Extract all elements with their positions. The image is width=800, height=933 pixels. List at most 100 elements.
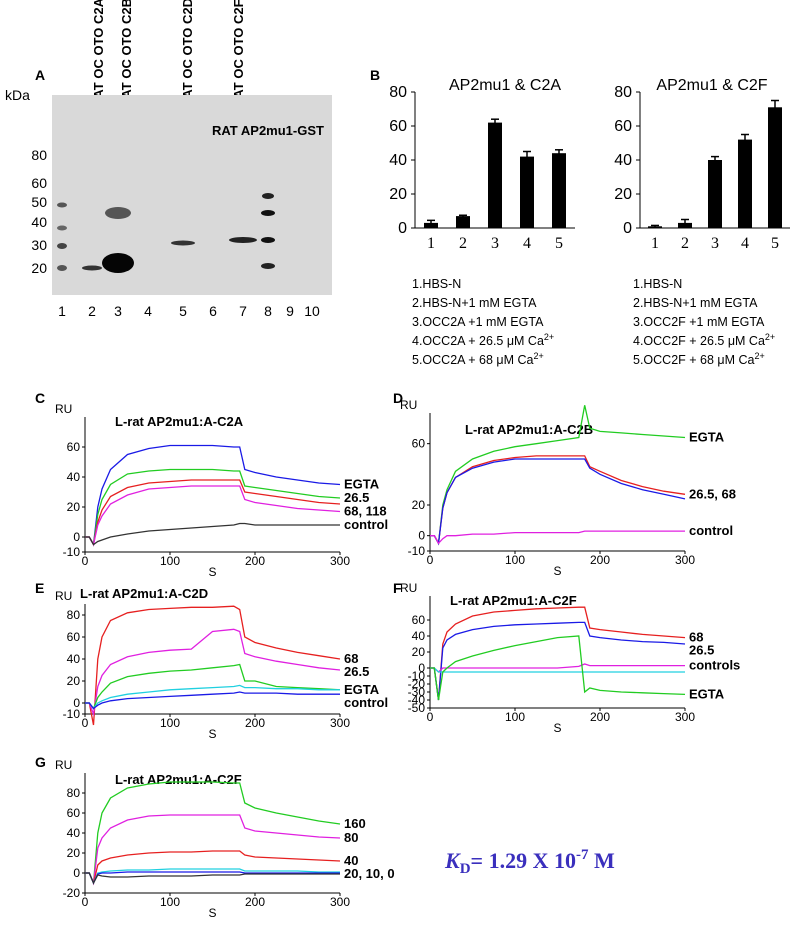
x-tick-label: 5 — [771, 235, 779, 252]
x-tick-label: 200 — [590, 710, 610, 724]
series-label: EGTA — [689, 686, 725, 701]
series-label: EGTA — [344, 682, 380, 697]
y-tick-label: 80 — [67, 608, 81, 622]
y-tick-label: 0 — [73, 866, 80, 880]
legend-item: 3.OCC2F +1 mM EGTA — [633, 315, 765, 329]
blot-membrane — [52, 95, 332, 295]
series-label: 26.5 — [344, 664, 369, 679]
unit-label: kDa — [5, 87, 30, 103]
x-tick-label: 0 — [427, 710, 434, 724]
x-tick-label: 300 — [330, 716, 350, 730]
y-tick-label: 40 — [412, 629, 426, 643]
y-tick-label: 60 — [67, 630, 81, 644]
y-tick-label: -30 — [408, 685, 426, 699]
series-label: 26.5, 68 — [689, 486, 736, 501]
chart-title: AP2mu1 & C2A — [449, 77, 561, 94]
y-tick-label: 20 — [67, 500, 81, 514]
lane-label: RAT OC OTO C2F — [231, 0, 246, 108]
chart-title: L-rat AP2mu1:A-C2A — [115, 414, 244, 429]
lane-number: 4 — [144, 303, 152, 319]
series-line — [85, 628, 341, 717]
kd-note: KD= 1.29 X 10-7 M — [444, 847, 615, 877]
series-label: 68 — [689, 630, 703, 645]
series-line — [85, 684, 340, 710]
y-tick-label: 20 — [412, 645, 426, 659]
band — [102, 253, 134, 273]
series-line — [430, 606, 686, 701]
series-line — [430, 530, 685, 545]
y-tick-label: 60 — [614, 118, 632, 135]
panel-label: A — [35, 67, 45, 83]
x-tick-label: 100 — [160, 895, 180, 909]
series-label: controls — [689, 658, 740, 673]
bar — [456, 216, 470, 228]
series-line — [85, 663, 341, 710]
series-line — [430, 621, 686, 701]
series-label: 68, 118 — [344, 504, 387, 519]
legend-text: 4.OCC2A + 26.5 μM Ca — [412, 334, 544, 348]
y-tick-label: 60 — [412, 613, 426, 627]
legend-text: 5.OCC2F + 68 μM Ca — [633, 353, 755, 367]
x-tick-label: 0 — [82, 554, 89, 568]
kd-symbol: K — [444, 848, 461, 873]
x-tick-label: 100 — [505, 553, 525, 567]
x-tick-label: 0 — [82, 716, 89, 730]
x-tick-label: 2 — [681, 235, 689, 252]
series-label: control — [344, 517, 388, 532]
band — [261, 237, 275, 243]
series-line — [85, 444, 341, 547]
y-tick-label: 0 — [73, 696, 80, 710]
y-tick-label: 0 — [398, 220, 407, 237]
panel-label: D — [393, 390, 403, 406]
y-tick-label: 20 — [389, 186, 407, 203]
y-tick-label: 20 — [614, 186, 632, 203]
lane-number: 1 — [58, 303, 66, 319]
series-line — [430, 405, 686, 546]
y-tick-label: 20 — [67, 674, 81, 688]
kd-text: = 1.29 X 10 — [471, 848, 576, 873]
lane-number: 10 — [304, 303, 320, 319]
marker-label: 30 — [31, 237, 47, 253]
series-label: EGTA — [689, 430, 725, 445]
y-tick-label: 40 — [67, 470, 81, 484]
chart-title: L-rat AP2mu1:A-C2D — [80, 586, 208, 601]
marker-label: 50 — [31, 194, 47, 210]
y-tick-label: 0 — [418, 529, 425, 543]
legend-item: 4.OCC2F + 26.5 μM Ca2+ — [633, 332, 775, 348]
x-tick-label: 0 — [427, 553, 434, 567]
y-tick-label: 40 — [67, 826, 81, 840]
series-line — [85, 850, 341, 886]
y-tick-label: 40 — [389, 152, 407, 169]
series-label: 40 — [344, 853, 358, 868]
marker-label: 20 — [31, 260, 47, 276]
marker-label: 60 — [31, 175, 47, 191]
lane-number: 7 — [239, 303, 247, 319]
y-tick-label: 20 — [412, 498, 426, 512]
x-tick-label: 300 — [675, 553, 695, 567]
lane-number: 8 — [264, 303, 272, 319]
series-label: 68 — [344, 651, 358, 666]
legend-item: 5.OCC2F + 68 μM Ca2+ — [633, 351, 765, 367]
y-tick-label: 0 — [73, 530, 80, 544]
x-tick-label: 1 — [651, 235, 659, 252]
band — [105, 207, 131, 219]
legend-superscript: 2+ — [544, 332, 554, 342]
series-label: 26.5 — [344, 490, 369, 505]
chart-title: L-rat AP2mu1:A-C2F — [450, 593, 577, 608]
y-tick-label: -20 — [408, 677, 426, 691]
series-label: 160 — [344, 816, 366, 831]
series-line — [85, 814, 341, 886]
series-line — [430, 663, 685, 673]
band — [57, 265, 67, 271]
chart-title: L-rat AP2mu1:A-C2F — [115, 772, 242, 787]
x-tick-label: 4 — [741, 235, 749, 252]
series-line — [85, 871, 340, 885]
legend-text: 4.OCC2F + 26.5 μM Ca — [633, 334, 765, 348]
y-tick-label: 80 — [67, 786, 81, 800]
y-tick-label: -10 — [408, 669, 426, 683]
marker-labels: 80 60 50 40 30 20 — [31, 147, 47, 276]
y-tick-label: 60 — [67, 806, 81, 820]
x-tick-label: 100 — [160, 554, 180, 568]
y-tick-label: 60 — [67, 440, 81, 454]
band — [82, 265, 102, 271]
